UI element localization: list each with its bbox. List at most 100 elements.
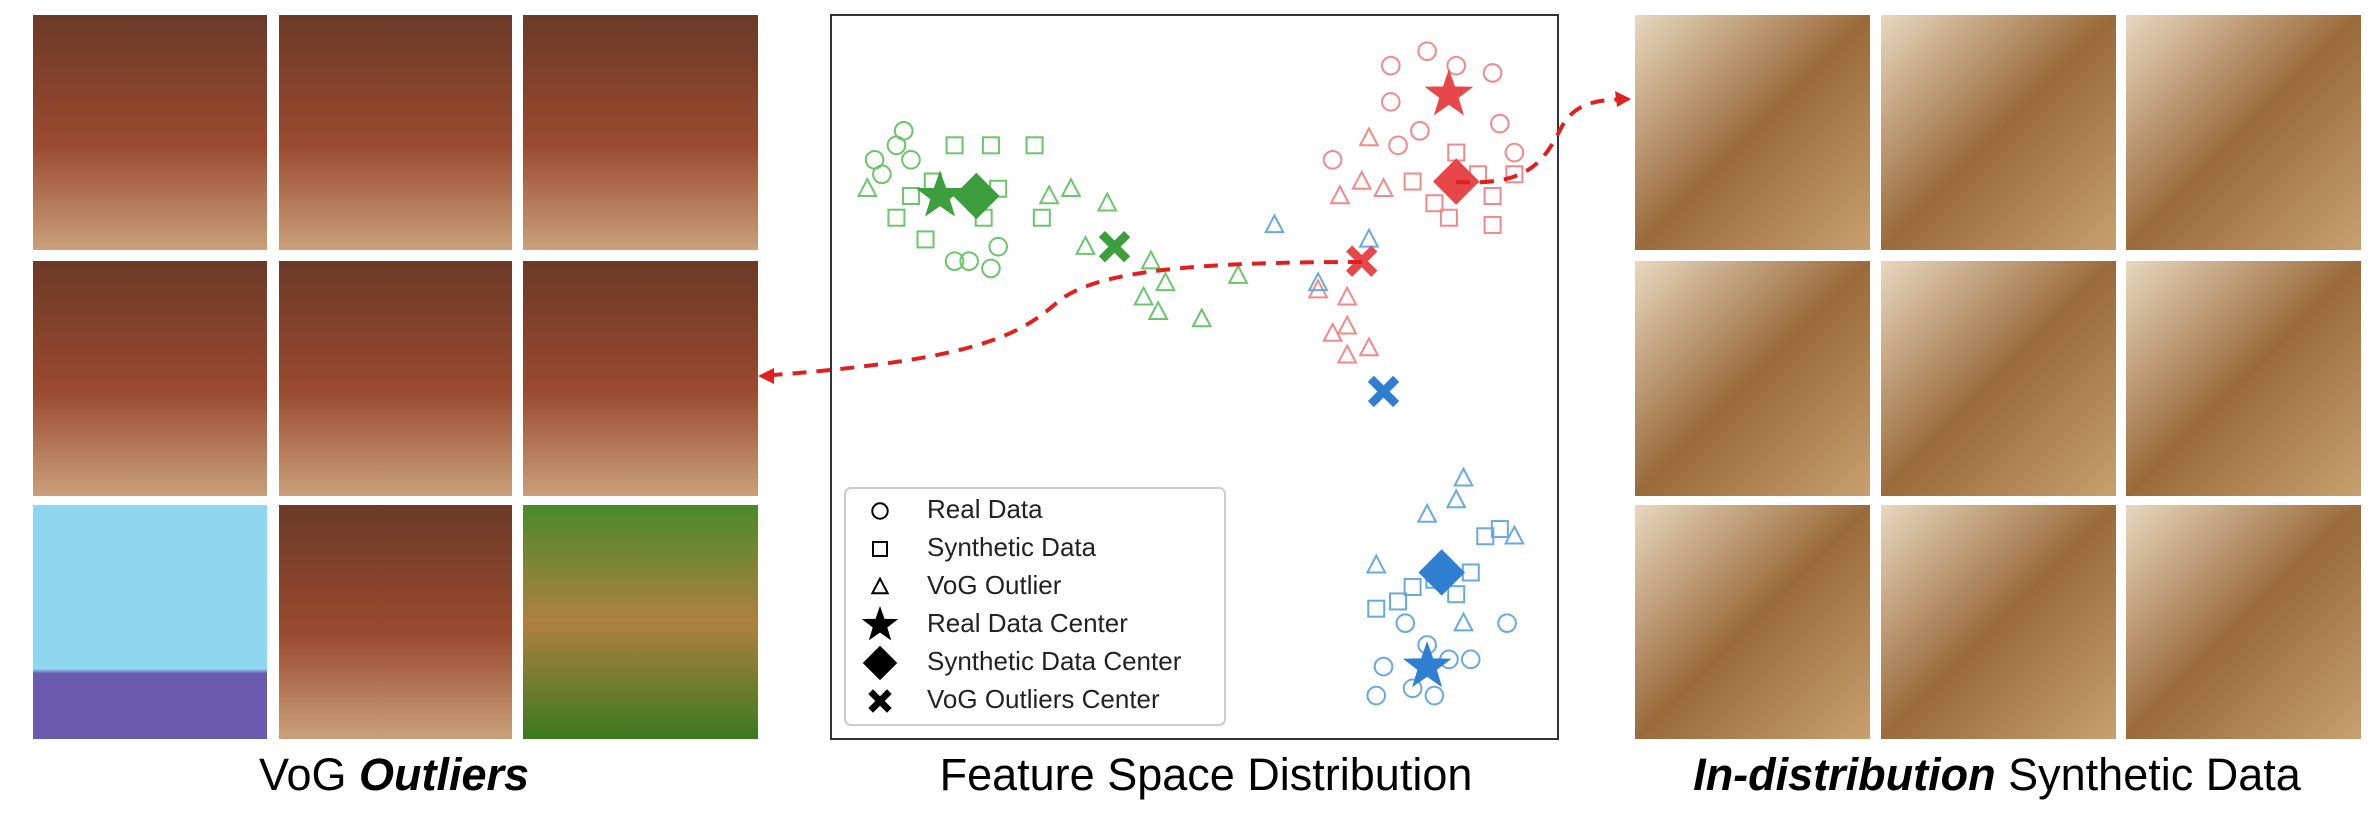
marker — [1307, 271, 1329, 292]
marker — [1373, 656, 1394, 677]
marker — [1098, 230, 1131, 263]
in-distribution-images — [1635, 15, 2361, 739]
marker — [1490, 520, 1509, 539]
marker — [1490, 113, 1510, 134]
photo — [523, 505, 758, 739]
marker — [886, 135, 907, 156]
caption-text: VoG — [259, 749, 347, 800]
legend-label: Real Data Center — [927, 608, 1128, 638]
marker — [1133, 285, 1155, 306]
legend-marker — [872, 541, 888, 557]
marker — [1453, 611, 1474, 632]
photo — [2126, 15, 2361, 250]
marker — [1373, 177, 1394, 197]
photo — [523, 15, 758, 250]
legend-box — [844, 487, 1226, 726]
marker — [1395, 613, 1416, 633]
marker — [1483, 187, 1502, 205]
marker — [1096, 191, 1118, 212]
legend-label: VoG Outliers Center — [927, 684, 1160, 714]
marker — [1351, 169, 1373, 190]
legend-label: Real Data — [927, 494, 1043, 524]
photo — [523, 261, 758, 496]
marker — [1403, 577, 1422, 596]
caption-emphasis: Outliers — [359, 749, 529, 800]
marker — [1380, 92, 1401, 112]
legend-marker — [868, 689, 892, 713]
marker — [1483, 215, 1502, 234]
caption-emphasis: In-distribution — [1693, 749, 1995, 800]
arrowhead — [758, 368, 774, 384]
marker — [1388, 135, 1408, 156]
marker — [901, 187, 920, 205]
marker — [1322, 321, 1344, 342]
marker — [1425, 194, 1444, 213]
marker — [1191, 307, 1213, 328]
photo — [33, 261, 267, 496]
marker — [1453, 466, 1474, 487]
photo — [279, 261, 512, 496]
marker — [901, 150, 921, 170]
marker — [1460, 649, 1481, 670]
arrow — [759, 260, 1363, 378]
marker — [1402, 678, 1423, 699]
marker — [1336, 314, 1358, 335]
photo — [1881, 261, 2116, 496]
marker — [945, 136, 964, 155]
legend-marker — [862, 645, 898, 681]
marker — [1416, 502, 1438, 523]
outlier-images — [33, 15, 758, 739]
arrowhead — [1615, 91, 1631, 107]
photo — [2126, 261, 2361, 496]
marker — [856, 177, 878, 197]
marker — [1336, 343, 1358, 364]
marker — [1417, 41, 1437, 62]
photo — [279, 15, 512, 250]
legend-marker — [871, 502, 889, 520]
marker — [1418, 549, 1465, 596]
marker — [1264, 213, 1285, 234]
marker — [1336, 285, 1358, 306]
marker — [1503, 524, 1525, 545]
caption: In-distribution Synthetic Data — [1693, 749, 2302, 800]
marker — [1447, 585, 1466, 604]
marker — [1307, 278, 1329, 299]
photo — [1635, 261, 1870, 496]
marker — [1060, 177, 1082, 197]
marker — [1038, 184, 1060, 205]
points — [856, 41, 1525, 706]
marker — [1424, 69, 1474, 116]
marker — [1358, 227, 1380, 248]
marker — [1074, 234, 1096, 255]
photo — [279, 505, 512, 739]
marker — [1322, 150, 1343, 170]
marker — [1025, 136, 1044, 155]
marker — [1439, 208, 1458, 227]
marker — [988, 236, 1009, 257]
marker — [1482, 63, 1503, 83]
marker — [1403, 172, 1422, 191]
marker — [981, 258, 1001, 279]
marker — [953, 172, 1000, 220]
legend: Real Data Synthetic Data VoG Outlier Real D… — [861, 494, 1182, 714]
marker — [1504, 142, 1525, 163]
photo — [33, 505, 267, 739]
marker — [1140, 249, 1162, 270]
marker — [1367, 599, 1386, 618]
marker — [944, 251, 965, 271]
marker — [981, 136, 1000, 155]
marker — [1497, 613, 1517, 633]
marker — [915, 170, 965, 217]
caption: VoG Outliers — [259, 749, 529, 800]
photo — [1881, 505, 2116, 739]
marker — [1358, 126, 1380, 147]
marker — [1365, 553, 1387, 574]
legend-marker — [861, 605, 899, 641]
marker — [916, 230, 935, 249]
marker — [1367, 375, 1400, 408]
marker — [864, 150, 885, 170]
marker — [1358, 336, 1380, 357]
legend-label: VoG Outlier — [927, 570, 1062, 600]
marker — [1380, 55, 1401, 76]
